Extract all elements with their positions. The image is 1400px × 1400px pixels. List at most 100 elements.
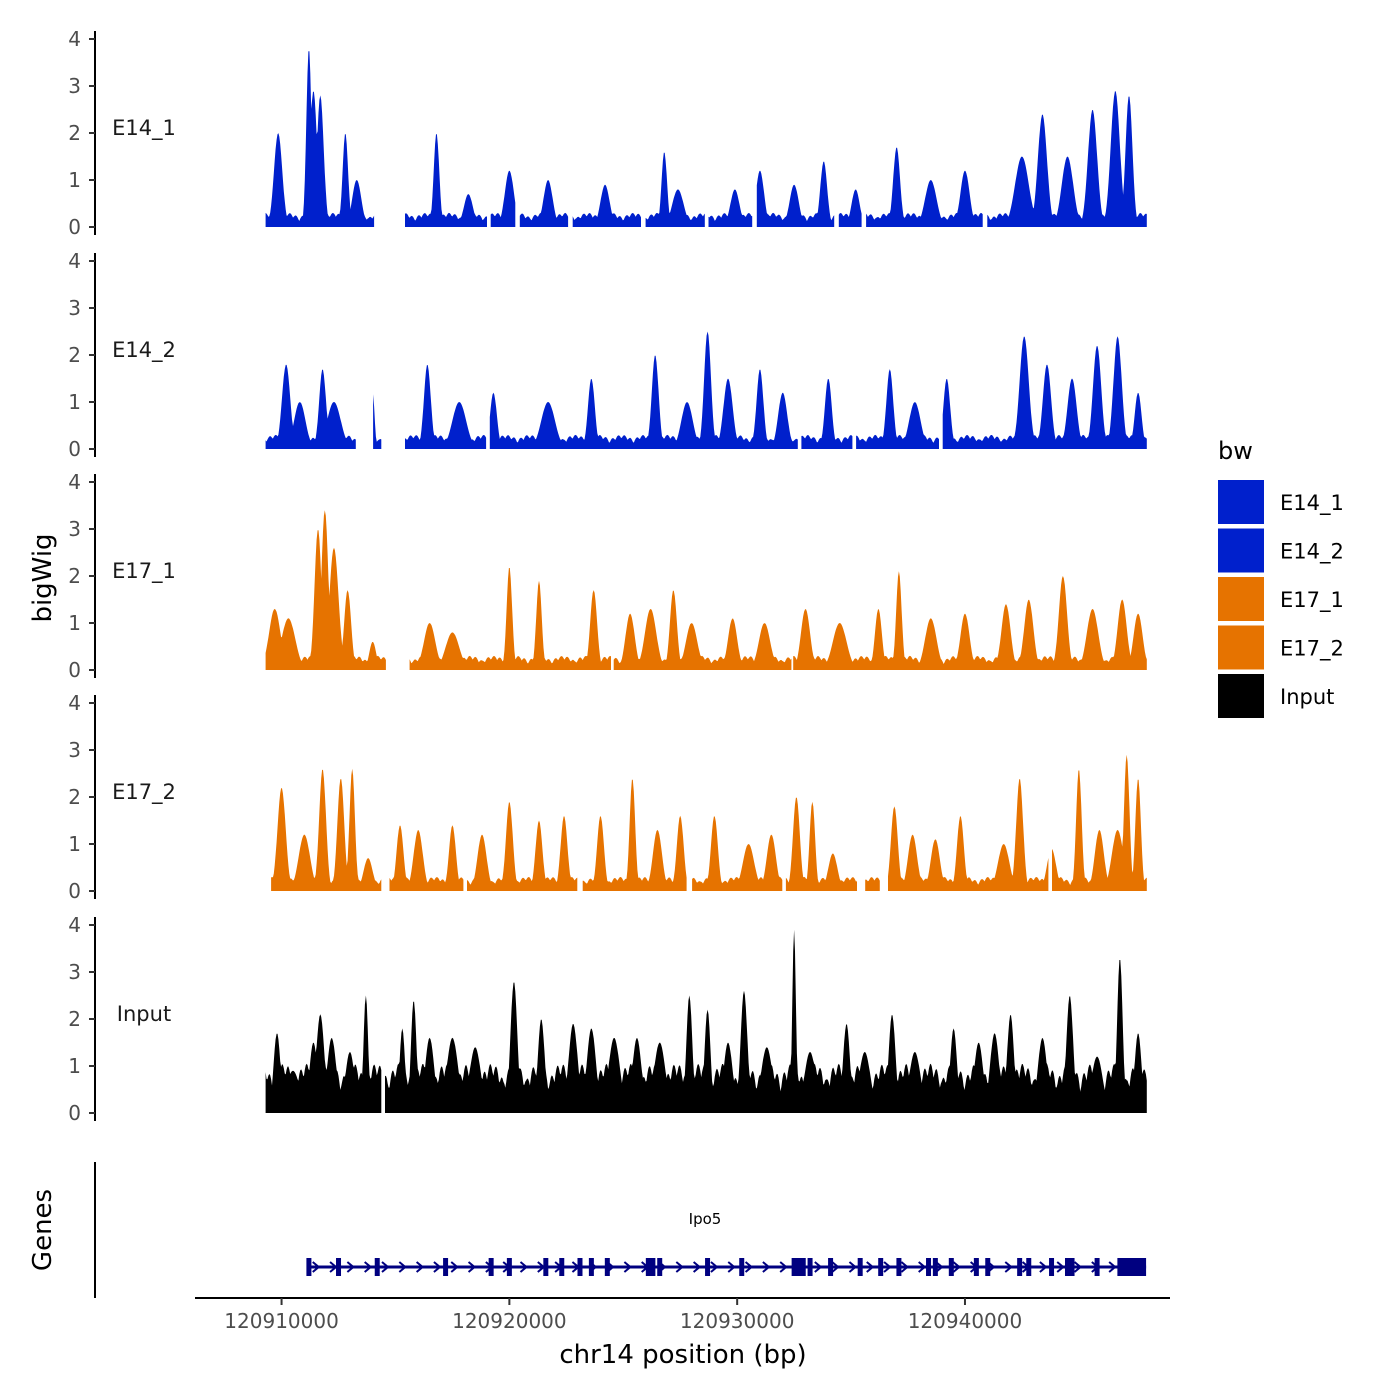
y-tick-label: 2: [68, 785, 81, 809]
gene-exon: [791, 1258, 797, 1276]
y-tick-label: 3: [68, 517, 81, 541]
y-tick-label: 4: [68, 249, 81, 273]
gene-name-label: Ipo5: [689, 1210, 722, 1228]
strand-arrow-icon: [1073, 1261, 1083, 1273]
signal-area-e14-1: [265, 51, 1147, 227]
gene-exon: [985, 1258, 991, 1276]
strand-arrow-icon: [346, 1261, 355, 1273]
gene-exon: [705, 1258, 711, 1276]
y-tick-label: 0: [68, 437, 81, 461]
track-label-e17-2: E17_2: [112, 780, 176, 805]
strand-arrow-icon: [675, 1261, 684, 1273]
strand-arrow-icon: [415, 1261, 425, 1273]
strand-arrow-icon: [381, 1261, 390, 1273]
strand-arrow-icon: [762, 1261, 771, 1273]
track-label-e14-2: E14_2: [112, 338, 176, 363]
y-tick-label: 1: [68, 832, 81, 856]
strand-arrow-icon: [623, 1261, 632, 1273]
genes-axis-title: Genes: [28, 1189, 58, 1271]
strand-arrow-icon: [312, 1261, 321, 1273]
x-axis: 120910000 120920000 120930000 120940000: [195, 1297, 1170, 1333]
legend-label-e14-2: E14_2: [1280, 540, 1344, 565]
gene-exon: [506, 1258, 512, 1276]
gene-exon: [336, 1258, 342, 1276]
gene-exon: [577, 1258, 583, 1276]
gene-exon: [1094, 1258, 1100, 1276]
strand-arrow-icon: [814, 1261, 823, 1273]
strand-arrow-icon: [900, 1261, 909, 1273]
gene-exon: [1026, 1258, 1032, 1276]
y-tick-label: 2: [68, 564, 81, 588]
gene-exon: [807, 1258, 813, 1276]
track-label-e14-1: E14_1: [112, 116, 176, 141]
gene-exon: [588, 1258, 594, 1276]
legend-swatch-e14-2: [1218, 528, 1264, 573]
y-tick-label: 3: [68, 74, 81, 98]
x-tick-label: 120920000: [452, 1309, 567, 1333]
signal-area-input: [265, 929, 1147, 1113]
strand-arrow-icon: [1039, 1261, 1048, 1273]
strand-arrow-icon: [779, 1261, 788, 1273]
strand-arrow-icon: [692, 1261, 702, 1273]
gene-exon: [828, 1258, 834, 1276]
gene-exon: [306, 1258, 312, 1276]
signal-area-e14-2: [265, 331, 1147, 449]
y-tick-label: 3: [68, 738, 81, 762]
gene-exon: [488, 1258, 494, 1276]
signal-area-e17-1: [265, 510, 1147, 670]
strand-arrow-icon: [744, 1261, 754, 1273]
gene-exon: [559, 1258, 565, 1276]
track-input: 0 1 2 3 4 Input: [68, 913, 1147, 1125]
y-tick-label: 1: [68, 168, 81, 192]
strand-arrow-icon: [918, 1261, 927, 1273]
gene-exon: [1049, 1258, 1055, 1276]
strand-arrow-icon: [935, 1261, 944, 1273]
y-tick-label: 0: [68, 879, 81, 903]
gene-exon: [604, 1258, 610, 1276]
strand-arrow-icon: [848, 1261, 858, 1273]
y-tick-label: 4: [68, 470, 81, 494]
legend-swatch-input: [1218, 674, 1264, 718]
track-e17-1: 0 1 2 3 4 E17_1: [68, 470, 1147, 682]
strand-arrow-icon: [710, 1261, 719, 1273]
strand-arrow-icon: [1056, 1261, 1065, 1273]
legend-label-input: Input: [1280, 685, 1334, 709]
strand-arrow-icon: [952, 1261, 961, 1273]
y-tick-label: 3: [68, 960, 81, 984]
y-tick-label: 3: [68, 296, 81, 320]
x-axis-title: chr14 position (bp): [559, 1340, 806, 1370]
y-tick-label: 0: [68, 1101, 81, 1125]
legend-label-e17-2: E17_2: [1280, 637, 1344, 662]
strand-arrow-icon: [467, 1261, 477, 1273]
strand-arrow-icon: [519, 1261, 529, 1273]
y-axis-title: bigWig: [28, 533, 58, 622]
gene-exon: [932, 1258, 938, 1276]
legend-label-e17-1: E17_1: [1280, 588, 1344, 613]
x-tick-label: 120910000: [224, 1309, 339, 1333]
strand-arrow-icon: [433, 1261, 442, 1273]
gene-exon: [973, 1258, 979, 1276]
gene-exon: [443, 1258, 449, 1276]
track-e17-2: 0 1 2 3 4 E17_2: [68, 691, 1147, 903]
gene-exon: [1069, 1258, 1075, 1276]
gene-exon: [1064, 1258, 1070, 1276]
strand-arrow-icon: [831, 1261, 840, 1273]
y-tick-label: 2: [68, 121, 81, 145]
track-label-input: Input: [117, 1002, 171, 1026]
strand-arrow-icon: [364, 1261, 373, 1273]
track-label-e17-1: E17_1: [112, 559, 176, 584]
strand-arrow-icon: [450, 1261, 459, 1273]
gene-exon: [796, 1258, 802, 1276]
gene-exon: [657, 1258, 663, 1276]
x-tick-label: 120940000: [908, 1309, 1023, 1333]
gene-exon: [948, 1258, 954, 1276]
legend-swatch-e17-1: [1218, 577, 1264, 621]
y-tick-label: 1: [68, 390, 81, 414]
gene-exon: [739, 1258, 745, 1276]
legend-swatch-e17-2: [1218, 625, 1264, 670]
strand-arrow-icon: [727, 1261, 736, 1273]
gene-exon: [645, 1258, 651, 1276]
x-tick-label: 120930000: [680, 1309, 795, 1333]
y-tick-label: 1: [68, 611, 81, 635]
signal-area-e17-2: [271, 754, 1147, 891]
